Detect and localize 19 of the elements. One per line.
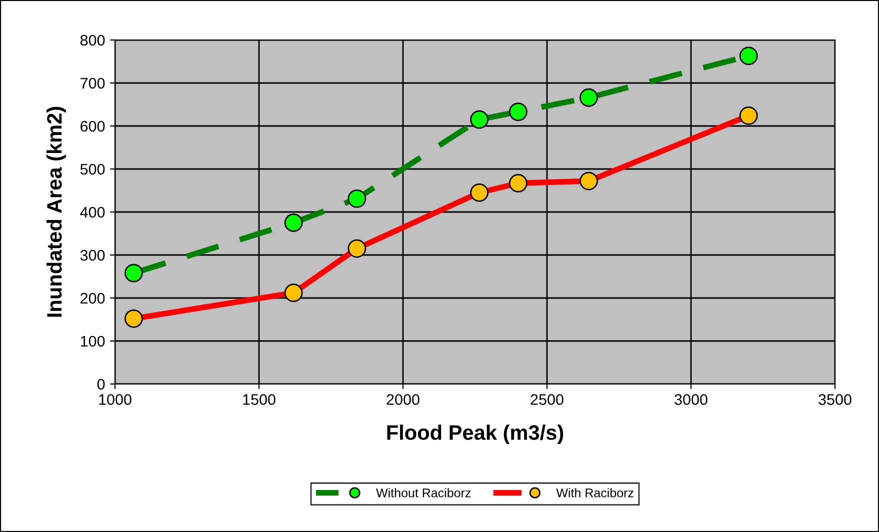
y-tick-label: 800 [80, 34, 105, 46]
y-tick-label: 300 [80, 250, 105, 261]
x-tick-label: 1000 [99, 394, 132, 405]
y-tick-label: 200 [80, 292, 105, 304]
x-tick-label: 1500 [243, 394, 276, 405]
y-tick-label: 0 [97, 378, 105, 390]
y-tick-label: 100 [80, 336, 105, 347]
y-tick-label: 600 [80, 120, 105, 132]
x-tick-label: 2000 [386, 394, 420, 405]
legend-label: Without Raciborz [376, 488, 471, 498]
x-tick-label: 3500 [818, 394, 852, 405]
y-axis-title: Inundated Area (km2) [46, 106, 66, 317]
x-tick-label: 3000 [674, 394, 708, 405]
y-tick-label: 500 [80, 164, 105, 175]
x-axis-title: Flood Peak (m3/s) [387, 424, 564, 444]
y-tick-label: 700 [80, 78, 105, 89]
y-tick-label: 400 [80, 206, 105, 218]
x-tick-label: 2500 [530, 394, 564, 405]
legend-label: With Raciborz [556, 488, 634, 498]
